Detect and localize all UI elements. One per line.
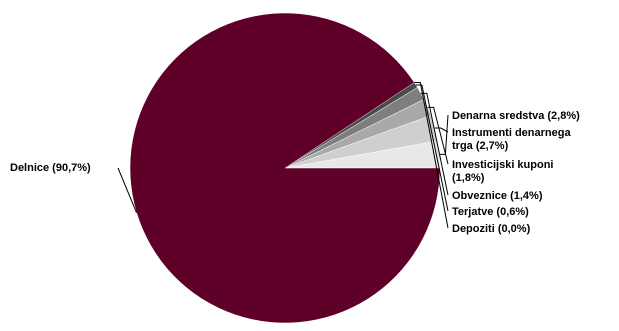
leader-line-1 [434,127,449,133]
slice-label-4: Terjatve (0,6%) [415,84,529,218]
slice-label-text-1-1: trga (2,7%) [452,140,509,152]
leader-line-4 [415,84,449,212]
slice-label-2: Investicijski kuponi(1,8%) [427,106,553,184]
slice-label-5: Depoziti (0,0%) [414,81,531,235]
slice-label-text-3-0: Obveznice (1,4%) [452,190,543,202]
slice-label-text-0-0: Denarna sredstva (2,8%) [452,110,580,122]
slice-label-text-1-0: Instrumenti denarnega [452,127,571,139]
slice-label-text-2-1: (1,8%) [452,172,485,184]
labels-layer: Denarna sredstva (2,8%) Instrumenti denar… [10,81,580,235]
slice-label-text-6-0: Delnice (90,7%) [10,162,91,174]
slice-label-6: Delnice (90,7%) [10,162,138,213]
pie-slice-6 [129,12,441,324]
slice-label-text-5-0: Depoziti (0,0%) [452,223,531,235]
leader-line-6 [117,167,138,213]
slice-label-text-2-0: Investicijski kuponi [452,159,553,171]
leader-line-5 [414,81,449,229]
slices-layer [129,12,441,324]
slice-label-text-4-0: Terjatve (0,6%) [452,206,529,218]
